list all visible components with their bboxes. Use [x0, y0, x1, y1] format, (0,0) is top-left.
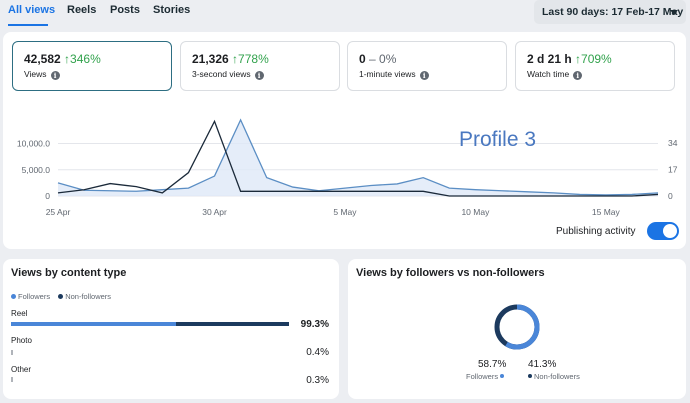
y-right-tick-label: 34: [668, 138, 678, 148]
publishing-activity-toggle[interactable]: [647, 222, 679, 240]
bar-other[interactable]: [11, 377, 13, 382]
chart-watermark: Profile 3: [459, 128, 536, 151]
views-line-chart: 10,000.0 5,000.0 0 34 17 0 25 Apr 30 Apr 5 May 10…: [17, 118, 678, 217]
row-pct-photo: 0.4%: [306, 347, 329, 358]
metric-value: 0: [359, 52, 366, 66]
followers-label-row: Followers: [466, 372, 506, 381]
row-label-other: Other: [11, 365, 32, 374]
metric-value: 2 d 21 h: [527, 52, 572, 66]
donut-followers-arc[interactable]: [494, 304, 540, 350]
followers-dot: [500, 374, 505, 378]
info-icon[interactable]: i: [254, 71, 264, 80]
non-followers-dot: [58, 294, 64, 299]
metric-card-3-second-views[interactable]: 21,326 ↑778% 3-second views i: [180, 41, 340, 91]
metric-value: 42,582: [24, 52, 61, 66]
info-icon[interactable]: i: [419, 71, 429, 80]
row-label-reel: Reel: [11, 309, 28, 318]
views-by-followers-card: Views by followers vs non-followers 58.7…: [348, 259, 686, 399]
y-left-tick-label: 0: [45, 191, 50, 201]
metric-card-1-minute-views[interactable]: 0 – 0% 1-minute views i: [347, 41, 507, 91]
views-area: [58, 119, 658, 196]
non-followers-label: Non-followers: [534, 372, 580, 381]
metric-card-watch-time[interactable]: 2 d 21 h ↑709% Watch time i: [515, 41, 675, 91]
followers-donut-chart: [492, 302, 542, 357]
metric-value: 21,326: [192, 52, 229, 66]
info-icon[interactable]: i: [573, 71, 583, 80]
metric-change: ↑709%: [575, 52, 612, 66]
tab-reels[interactable]: Reels: [67, 4, 97, 16]
x-tick-label: 10 May: [461, 207, 490, 217]
views-by-content-type-card: Views by content type Followers Non-foll…: [3, 259, 339, 399]
legend-followers: Followers: [18, 292, 51, 301]
non-followers-dot: [528, 374, 532, 378]
y-right-tick-label: 17: [668, 165, 678, 175]
view-tabs: All views Reels Posts Stories Last 90 da…: [0, 0, 690, 30]
views-series-line[interactable]: [57, 118, 659, 196]
bar-photo[interactable]: [11, 350, 13, 355]
info-icon[interactable]: i: [50, 71, 60, 80]
chart-legend: Followers Non-followers: [11, 292, 117, 301]
x-tick-label: 5 May: [333, 207, 357, 217]
non-followers-pct: 41.3%: [528, 359, 557, 370]
metric-label: Watch time: [527, 69, 570, 79]
card-title: Views by content type: [11, 267, 127, 279]
followers-label: Followers: [466, 372, 499, 381]
views-overview-card: 42,582 ↑346% Views i 21,326 ↑778% 3-secon…: [3, 32, 686, 249]
publishing-activity-line[interactable]: [57, 119, 659, 197]
row-pct-reel: 99.3%: [300, 319, 329, 330]
metric-change: – 0%: [369, 52, 397, 66]
metric-change: ↑778%: [232, 52, 269, 66]
metric-change: ↑346%: [64, 52, 101, 66]
tab-all-views[interactable]: All views: [8, 4, 56, 16]
non-followers-label-row: Non-followers: [526, 372, 580, 381]
y-left-tick-label: 5,000.0: [22, 165, 51, 175]
metric-label: 1-minute views: [359, 69, 416, 79]
x-tick-label: 30 Apr: [202, 207, 227, 217]
row-pct-other: 0.3%: [306, 375, 329, 386]
bar-reel[interactable]: [11, 322, 291, 326]
x-tick-label: 15 May: [592, 207, 621, 217]
legend-non-followers: Non-followers: [65, 292, 112, 301]
publishing-activity-label: Publishing activity: [556, 226, 636, 237]
x-tick-label: 25 Apr: [46, 207, 71, 217]
metric-card-views[interactable]: 42,582 ↑346% Views i: [12, 41, 172, 91]
active-tab-indicator: [8, 24, 48, 26]
date-range-label: Last 90 days: 17 Feb-17 May: [542, 6, 684, 18]
metric-label: 3-second views: [192, 69, 251, 79]
toggle-knob: [663, 224, 677, 238]
chevron-down-icon: [670, 10, 678, 15]
followers-pct: 58.7%: [478, 359, 507, 370]
metric-label: Views: [24, 69, 47, 79]
followers-dot: [11, 294, 16, 299]
bar-followers-segment: [11, 322, 177, 326]
y-right-tick-label: 0: [668, 191, 673, 201]
y-left-tick-label: 10,000.0: [17, 139, 50, 149]
bar-non-followers-segment: [176, 322, 290, 326]
card-title: Views by followers vs non-followers: [356, 267, 545, 279]
row-label-photo: Photo: [11, 336, 32, 345]
date-range-dropdown[interactable]: Last 90 days: 17 Feb-17 May: [534, 0, 686, 24]
tab-stories[interactable]: Stories: [153, 4, 191, 16]
tab-posts[interactable]: Posts: [110, 4, 140, 16]
